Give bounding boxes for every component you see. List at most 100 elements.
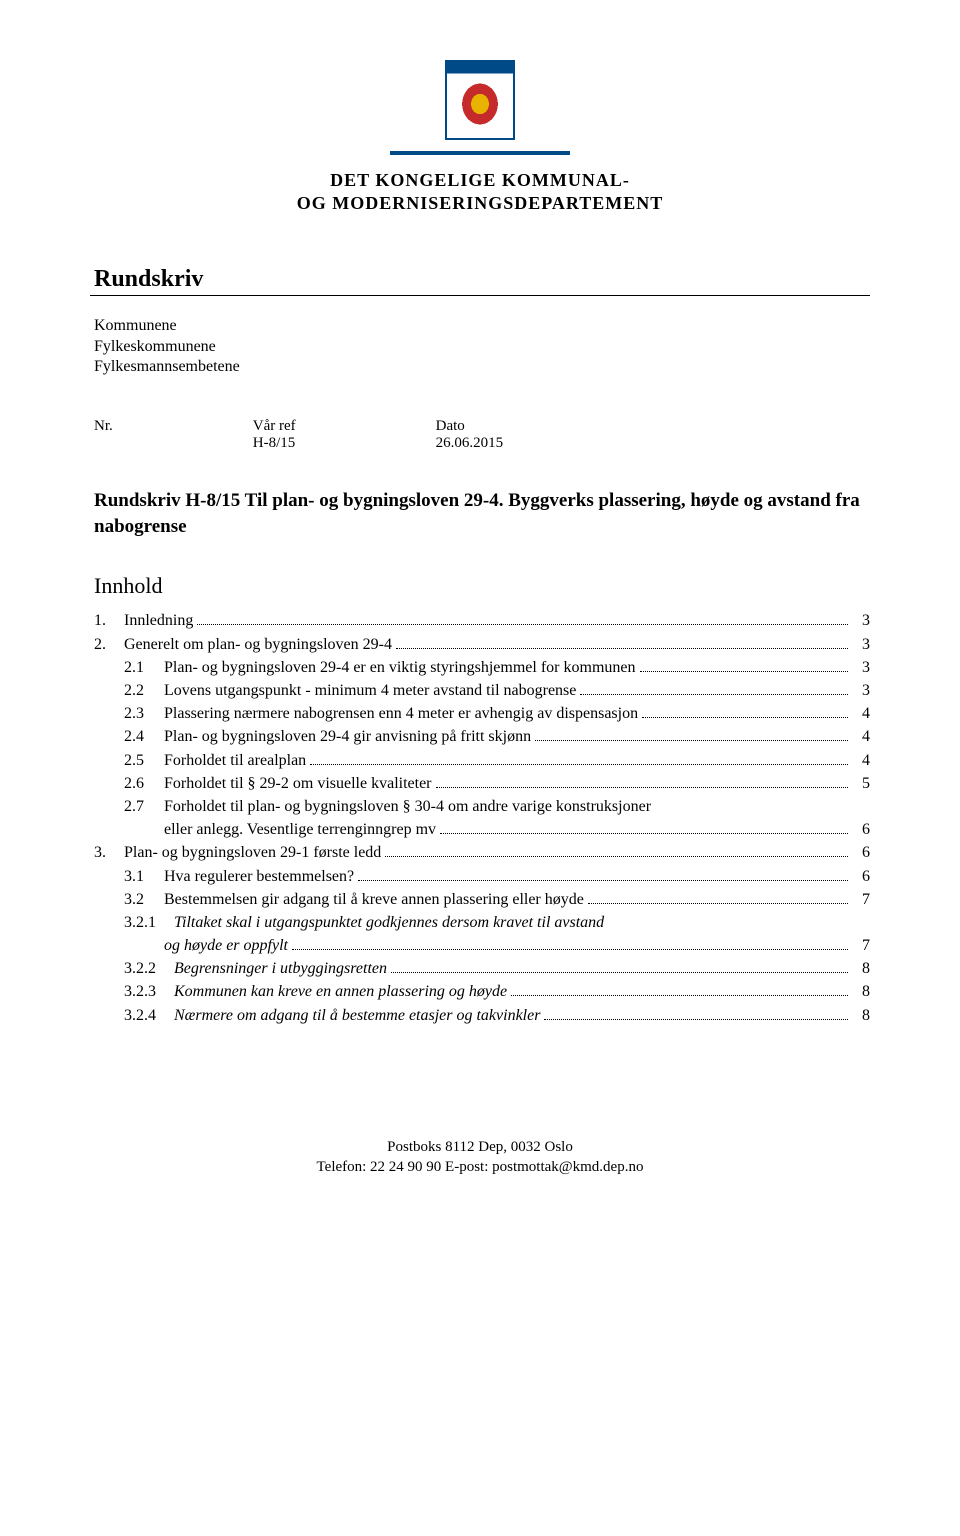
- meta-ref: Vår ref H-8/15: [253, 418, 296, 452]
- toc-page: 7: [852, 934, 870, 957]
- meta-nr-label: Nr.: [94, 418, 113, 435]
- toc-entry: 2.7Forholdet til plan- og bygningsloven …: [94, 795, 870, 818]
- toc-leader: [580, 694, 848, 695]
- recipient-line: Kommunene: [94, 316, 870, 337]
- toc-text: Plan- og bygningsloven 29-4 gir anvisnin…: [164, 725, 531, 748]
- toc-page: 7: [852, 888, 870, 911]
- toc-entry: 3.Plan- og bygningsloven 29-1 første led…: [94, 841, 870, 864]
- toc-entry-continuation: og høyde er oppfylt 7: [94, 934, 870, 957]
- toc-entry: 3.2.4Nærmere om adgang til å bestemme et…: [94, 1004, 870, 1027]
- toc-entry-continuation: eller anlegg. Vesentlige terrenginngrep …: [94, 818, 870, 841]
- toc-page: 5: [852, 772, 870, 795]
- toc-text: Plassering nærmere nabogrensen enn 4 met…: [164, 702, 638, 725]
- toc-number: 1.: [94, 609, 124, 632]
- toc-entry: 2.2Lovens utgangspunkt - minimum 4 meter…: [94, 679, 870, 702]
- toc-number: 2.3: [124, 702, 164, 725]
- toc-entry: 3.1Hva regulerer bestemmelsen? 6: [94, 865, 870, 888]
- toc-entry: 2.3Plassering nærmere nabogrensen enn 4 …: [94, 702, 870, 725]
- toc-page: 3: [852, 609, 870, 632]
- toc-text: Forholdet til § 29-2 om visuelle kvalite…: [164, 772, 432, 795]
- toc-leader: [544, 1019, 848, 1020]
- toc-text: Forholdet til arealplan: [164, 749, 306, 772]
- meta-nr: Nr.: [94, 418, 113, 452]
- meta-date-value: 26.06.2015: [436, 435, 504, 452]
- toc-leader: [511, 995, 848, 996]
- toc-text: Generelt om plan- og bygningsloven 29-4: [124, 633, 392, 656]
- toc-page: 4: [852, 702, 870, 725]
- toc-entry: 2.5Forholdet til arealplan4: [94, 749, 870, 772]
- toc-leader: [436, 787, 848, 788]
- toc-leader: [391, 972, 848, 973]
- toc-number: 3.2.4: [124, 1004, 174, 1027]
- toc-text: Plan- og bygningsloven 29-1 første ledd: [124, 841, 381, 864]
- toc-leader: [385, 856, 848, 857]
- toc-page: 8: [852, 957, 870, 980]
- toc-page: 4: [852, 725, 870, 748]
- toc-text: Hva regulerer bestemmelsen?: [164, 865, 354, 888]
- toc-page: 6: [852, 818, 870, 841]
- toc-page: 3: [852, 656, 870, 679]
- organization-name-line2: OG MODERNISERINGSDEPARTEMENT: [90, 192, 870, 215]
- toc-number: 2.6: [124, 772, 164, 795]
- toc-entry: 1.Innledning 3: [94, 609, 870, 632]
- toc-heading: Innhold: [90, 573, 870, 599]
- meta-row: Nr. Vår ref H-8/15 Dato 26.06.2015: [90, 418, 870, 452]
- toc-leader: [292, 949, 848, 950]
- toc-entry: 3.2.3Kommunen kan kreve en annen plasser…: [94, 980, 870, 1003]
- toc-leader: [396, 648, 848, 649]
- letterhead: DET KONGELIGE KOMMUNAL- OG MODERNISERING…: [90, 60, 870, 216]
- toc-number: 2.7: [124, 795, 164, 818]
- toc-leader: [588, 903, 848, 904]
- meta-date-label: Dato: [436, 418, 504, 435]
- toc-page: 8: [852, 980, 870, 1003]
- toc-leader: [535, 740, 848, 741]
- toc-page: 6: [852, 865, 870, 888]
- toc-entry: 3.2.1Tiltaket skal i utgangspunktet godk…: [94, 911, 870, 934]
- toc-number: 3.2.2: [124, 957, 174, 980]
- header-rule: [390, 151, 570, 155]
- coat-of-arms-icon: [445, 60, 515, 140]
- toc-entry: 2.1Plan- og bygningsloven 29-4 er en vik…: [94, 656, 870, 679]
- toc-text: eller anlegg. Vesentlige terrenginngrep …: [164, 818, 436, 841]
- toc-page: 3: [852, 679, 870, 702]
- toc-number: 3.2.3: [124, 980, 174, 1003]
- toc-text: Plan- og bygningsloven 29-4 er en viktig…: [164, 656, 636, 679]
- toc-text: Nærmere om adgang til å bestemme etasjer…: [174, 1004, 540, 1027]
- toc-leader: [310, 764, 848, 765]
- meta-ref-label: Vår ref: [253, 418, 296, 435]
- toc-text: og høyde er oppfylt: [164, 934, 288, 957]
- recipient-line: Fylkesmannsembetene: [94, 357, 870, 378]
- toc-text: Kommunen kan kreve en annen plassering o…: [174, 980, 507, 1003]
- recipient-line: Fylkeskommunene: [94, 337, 870, 358]
- organization-name-line1: DET KONGELIGE KOMMUNAL-: [90, 169, 870, 192]
- toc-entry: 3.2Bestemmelsen gir adgang til å kreve a…: [94, 888, 870, 911]
- toc-leader: [197, 624, 848, 625]
- toc-page: 6: [852, 841, 870, 864]
- toc-leader: [358, 880, 848, 881]
- meta-ref-value: H-8/15: [253, 435, 296, 452]
- toc-entry: 3.2.2Begrensninger i utbyggingsretten 8: [94, 957, 870, 980]
- toc-number: 3.1: [124, 865, 164, 888]
- toc-text: Begrensninger i utbyggingsretten: [174, 957, 387, 980]
- toc-text: Forholdet til plan- og bygningsloven § 3…: [164, 795, 651, 818]
- toc-number: 2.4: [124, 725, 164, 748]
- toc-entry: 2.4Plan- og bygningsloven 29-4 gir anvis…: [94, 725, 870, 748]
- document-type-rule: Rundskriv: [90, 266, 870, 296]
- toc-text: Innledning: [124, 609, 193, 632]
- document-title: Rundskriv H-8/15 Til plan- og bygningslo…: [90, 488, 870, 539]
- toc-text: Lovens utgangspunkt - minimum 4 meter av…: [164, 679, 576, 702]
- toc-text: Tiltaket skal i utgangspunktet godkjenne…: [174, 911, 604, 934]
- toc-leader: [642, 717, 848, 718]
- toc-entry: 2.Generelt om plan- og bygningsloven 29-…: [94, 633, 870, 656]
- footer: Postboks 8112 Dep, 0032 Oslo Telefon: 22…: [90, 1137, 870, 1178]
- toc-number: 2.5: [124, 749, 164, 772]
- toc-number: 3.2: [124, 888, 164, 911]
- toc-number: 3.2.1: [124, 911, 174, 934]
- meta-date: Dato 26.06.2015: [436, 418, 504, 452]
- toc-number: 2.2: [124, 679, 164, 702]
- footer-address: Postboks 8112 Dep, 0032 Oslo: [90, 1137, 870, 1157]
- table-of-contents: 1.Innledning32.Generelt om plan- og bygn…: [90, 609, 870, 1026]
- recipients-block: Kommunene Fylkeskommunene Fylkesmannsemb…: [90, 316, 870, 378]
- toc-number: 2.1: [124, 656, 164, 679]
- toc-number: 2.: [94, 633, 124, 656]
